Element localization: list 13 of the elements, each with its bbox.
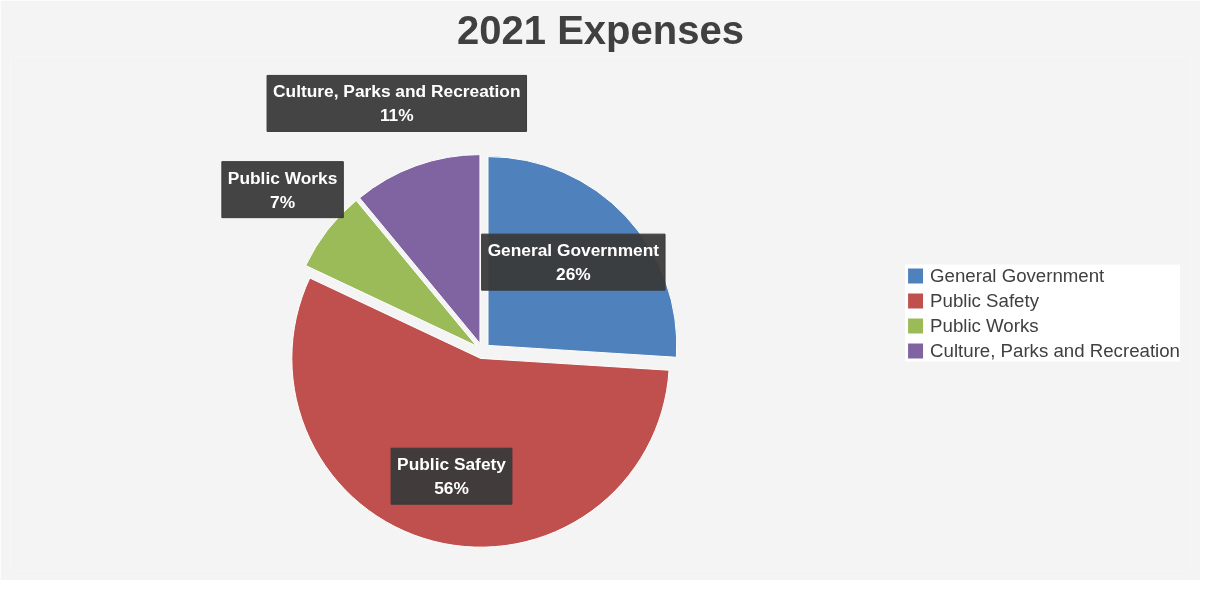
slice-label: Public Works: [227, 167, 338, 188]
legend-label: Public Safety: [930, 289, 1039, 312]
data-label: 56%: [434, 478, 469, 499]
data-label: 26%: [555, 264, 591, 285]
legend-label: Culture, Parks and Recreation: [930, 339, 1180, 362]
data-label: 7%: [270, 191, 296, 212]
slice-label: Public Safety: [397, 454, 507, 475]
data-label: 11%: [379, 105, 414, 126]
slice-label: Culture, Parks and Recreation: [273, 81, 521, 102]
legend-label: Public Works: [930, 314, 1039, 337]
chart-title: 2021 Expenses: [457, 7, 744, 52]
slice-label: General Government: [487, 240, 660, 261]
legend-label: General Government: [930, 264, 1105, 287]
